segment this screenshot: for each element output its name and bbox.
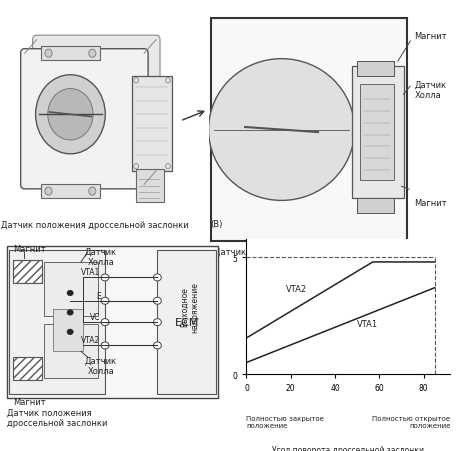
Text: Датчик положения дроссельной заслонки: Датчик положения дроссельной заслонки: [214, 247, 401, 256]
Circle shape: [154, 274, 161, 281]
FancyBboxPatch shape: [21, 50, 148, 189]
Text: Магнит: Магнит: [13, 244, 46, 253]
Circle shape: [165, 78, 170, 84]
Text: Датчик положения
дроссельной заслонки: Датчик положения дроссельной заслонки: [7, 408, 107, 427]
Text: Выходное
напряжение: Выходное напряжение: [180, 281, 199, 332]
Circle shape: [67, 290, 73, 296]
Text: VTA1: VTA1: [82, 268, 100, 277]
Bar: [13, 357, 42, 381]
Circle shape: [101, 319, 109, 326]
Circle shape: [154, 298, 161, 304]
Circle shape: [101, 342, 109, 349]
Circle shape: [101, 298, 109, 304]
Bar: [41, 47, 100, 61]
Circle shape: [154, 319, 161, 326]
Bar: [211, 19, 407, 241]
Circle shape: [67, 310, 73, 315]
Bar: [44, 262, 99, 317]
Text: E: E: [96, 291, 100, 300]
Circle shape: [89, 188, 96, 196]
Circle shape: [67, 329, 73, 335]
Bar: [13, 260, 42, 284]
Text: Магнит: Магнит: [414, 32, 447, 41]
Circle shape: [45, 188, 52, 196]
Text: Магнит: Магнит: [414, 199, 447, 208]
Bar: [357, 198, 393, 214]
Circle shape: [101, 274, 109, 281]
Text: Датчик
Холла: Датчик Холла: [414, 80, 447, 100]
Circle shape: [36, 75, 105, 154]
Circle shape: [48, 89, 93, 141]
Text: (В): (В): [210, 219, 222, 228]
Bar: [53, 309, 83, 351]
Circle shape: [45, 50, 52, 58]
Bar: [357, 62, 393, 77]
Bar: [157, 251, 216, 394]
Circle shape: [154, 342, 161, 349]
Bar: [9, 251, 105, 394]
Circle shape: [134, 78, 138, 84]
Circle shape: [165, 164, 170, 170]
Circle shape: [89, 50, 96, 58]
Text: VTA2: VTA2: [82, 336, 100, 345]
Text: Угол поворота дроссельной заслонки: Угол поворота дроссельной заслонки: [273, 445, 424, 451]
Bar: [41, 185, 100, 198]
Text: Датчик положения дроссельной заслонки: Датчик положения дроссельной заслонки: [0, 221, 188, 230]
FancyBboxPatch shape: [33, 36, 160, 176]
Text: Полностью закрытое
положение: Полностью закрытое положение: [246, 415, 324, 428]
Circle shape: [209, 60, 355, 201]
Text: Датчик
Холла: Датчик Холла: [85, 355, 117, 375]
Text: VTA1: VTA1: [357, 319, 378, 328]
Text: VC: VC: [90, 313, 100, 322]
Circle shape: [134, 164, 138, 170]
Bar: [7, 247, 219, 398]
Bar: [44, 324, 99, 379]
Bar: [360, 85, 393, 181]
Text: Датчик
Холла: Датчик Холла: [85, 247, 117, 266]
Bar: [132, 77, 172, 171]
Text: VTA2: VTA2: [286, 285, 308, 294]
Bar: [136, 169, 164, 203]
Text: Полностью открытое
положение: Полностью открытое положение: [372, 415, 450, 428]
Text: ECM: ECM: [174, 318, 199, 327]
Text: Магнит: Магнит: [13, 397, 46, 406]
Bar: [352, 67, 404, 198]
